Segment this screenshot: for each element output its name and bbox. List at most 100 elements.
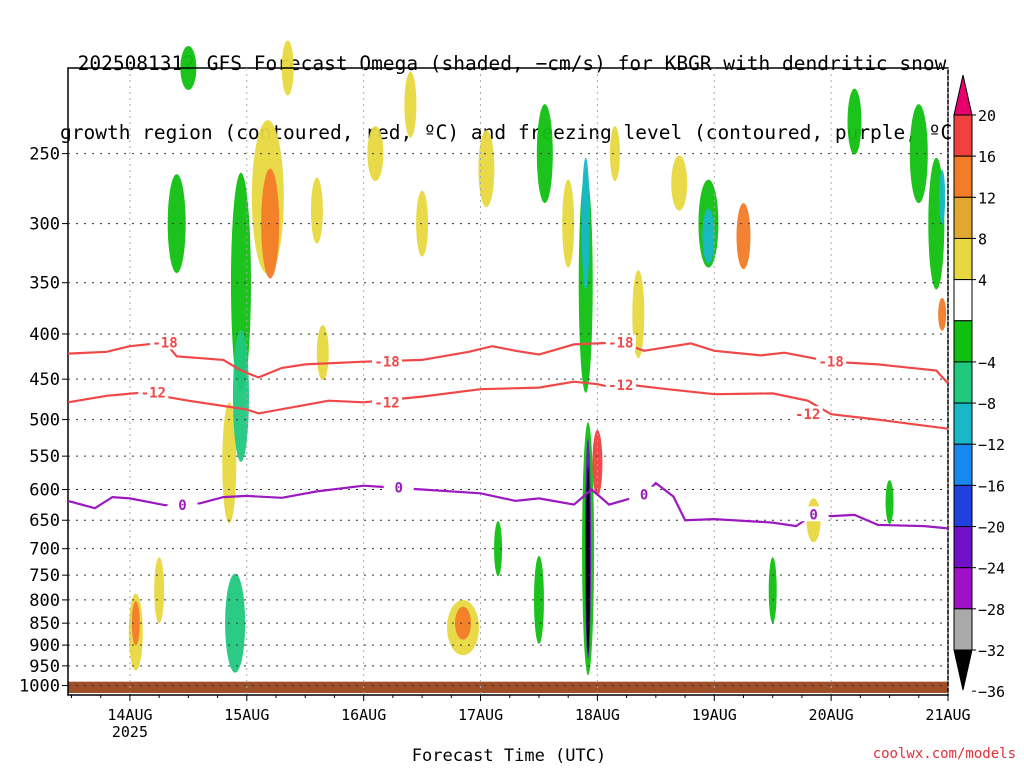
colorbar-label-4: 4 [978, 272, 987, 290]
colorbar-swatch-7 [953, 402, 973, 445]
shaded-area-10 [261, 168, 280, 279]
contour-label-bg [792, 406, 823, 422]
shaded-area-13 [316, 325, 329, 381]
contour-label-2-2: 0 [640, 488, 648, 504]
y-tick-label-550: 550 [29, 447, 60, 467]
contour-label-1-3: -12 [795, 407, 820, 423]
shaded-area-6 [225, 573, 246, 673]
contour-label-0-3: -18 [818, 355, 843, 371]
y-tick-label-850: 850 [29, 614, 60, 634]
colorbar-label-1: 16 [978, 148, 996, 166]
y-tick-label-1000: 1000 [19, 677, 60, 697]
colorbar-label-10: −24 [978, 560, 1005, 578]
contour-label-0-1: -18 [374, 355, 399, 371]
contour-label-1-1: -12 [374, 395, 399, 411]
colorbar-label-0: 20 [978, 107, 996, 125]
y-tick-label-700: 700 [29, 540, 60, 560]
y-tick-label-650: 650 [29, 511, 60, 531]
y-tick-label-900: 900 [29, 636, 60, 656]
colorbar-label-6: −8 [978, 395, 996, 413]
colorbar-label-3: 8 [978, 230, 987, 248]
ground-strip [68, 681, 948, 693]
colorbar-swatch-2 [953, 196, 973, 239]
contour-label-1-2: -12 [608, 378, 633, 394]
x-tick-label-17: 17AUG [458, 706, 503, 724]
x-tick-label-18: 18AUG [575, 706, 620, 724]
y-tick-label-600: 600 [29, 481, 60, 501]
contour-label-bg [605, 377, 636, 393]
shaded-area-43 [768, 557, 777, 624]
contour-label-1-0: -12 [141, 386, 166, 402]
contour-label-bg [383, 479, 414, 495]
colorbar-swatch-6 [953, 361, 973, 404]
x-tick-label-14: 14AUG [107, 706, 152, 724]
colorbar-swatch-10 [953, 526, 973, 569]
y-tick-label-950: 950 [29, 657, 60, 677]
x-tick-label-20: 20AUG [809, 706, 854, 724]
contour-label-bg [798, 506, 829, 522]
colorbar-label-11: −28 [978, 601, 1005, 619]
contour-label-bg [167, 497, 198, 513]
contour-label-bg [372, 394, 403, 410]
shaded-area-7 [230, 172, 251, 393]
x-axis-label: Forecast Time (UTC) [411, 746, 607, 766]
colorbar-label-8: −16 [978, 477, 1005, 495]
colorbar-swatch-1 [953, 155, 973, 198]
shaded-area-2 [154, 557, 165, 624]
colorbar-swatch-5 [953, 320, 973, 363]
shaded-area-5 [222, 402, 237, 524]
shaded-area-29 [592, 430, 603, 497]
contour-label-bg [372, 353, 403, 369]
plot-frame [67, 67, 949, 696]
shaded-area-25 [581, 157, 590, 290]
colorbar-label-12: −32 [978, 642, 1005, 660]
shaded-area-28 [586, 465, 591, 653]
colorbar-swatch-9 [953, 484, 973, 528]
y-tick-label-300: 300 [29, 215, 60, 235]
x-tick-label-21: 21AUG [925, 706, 970, 724]
shaded-area-21 [533, 555, 544, 644]
x-tick-label-16: 16AUG [341, 706, 386, 724]
colorbar-label-5: −4 [978, 354, 996, 372]
x-tick-label-19: 19AUG [692, 706, 737, 724]
shaded-area-30 [609, 126, 620, 182]
shaded-area-8 [232, 329, 249, 462]
colorbar-label-7: −12 [978, 436, 1005, 454]
y-tick-label-350: 350 [29, 274, 60, 294]
colorbar-label-9: −20 [978, 519, 1005, 537]
contour-label-2-1: 0 [395, 481, 403, 497]
shaded-area-42 [847, 88, 862, 155]
shaded-area-1 [131, 601, 140, 646]
colorbar-swatch-8 [953, 443, 973, 486]
contour-label-0-0: -18 [152, 335, 177, 351]
contour-label-2-3: 0 [809, 507, 817, 523]
shaded-area-35 [736, 203, 751, 270]
shaded-area-41 [938, 297, 947, 331]
contour-label-bg [816, 353, 847, 369]
colorbar-label-2: 12 [978, 189, 996, 207]
shaded-area-38 [909, 104, 928, 204]
shaded-area-14 [367, 126, 384, 182]
contour-label-2-0: 0 [178, 498, 186, 514]
shaded-area-22 [536, 104, 553, 204]
shaded-area-3 [167, 174, 186, 274]
shaded-area-32 [671, 155, 688, 211]
contour-label-bg [605, 334, 636, 350]
colorbar-swatch-3 [953, 237, 973, 281]
credit-link[interactable]: coolwx.com/models [872, 746, 1016, 762]
contour-label-bg [149, 334, 180, 350]
colorbar-label-13: −36 [978, 683, 1005, 701]
shaded-area-23 [562, 179, 575, 268]
y-tick-label-750: 750 [29, 566, 60, 586]
shaded-area-12 [310, 177, 323, 244]
chart-title-line1: 2025081312 GFS Forecast Omega (shaded, −… [77, 52, 947, 75]
colorbar-swatch-4 [953, 279, 973, 322]
x-tick-label-15: 15AUG [224, 706, 269, 724]
colorbar-swatch-11 [953, 567, 973, 610]
shaded-area-34 [702, 208, 715, 264]
colorbar-swatch-12 [953, 608, 973, 651]
y-tick-label-400: 400 [29, 325, 60, 345]
contour-line-1 [67, 380, 949, 430]
colorbar-top-arrow [953, 74, 973, 116]
